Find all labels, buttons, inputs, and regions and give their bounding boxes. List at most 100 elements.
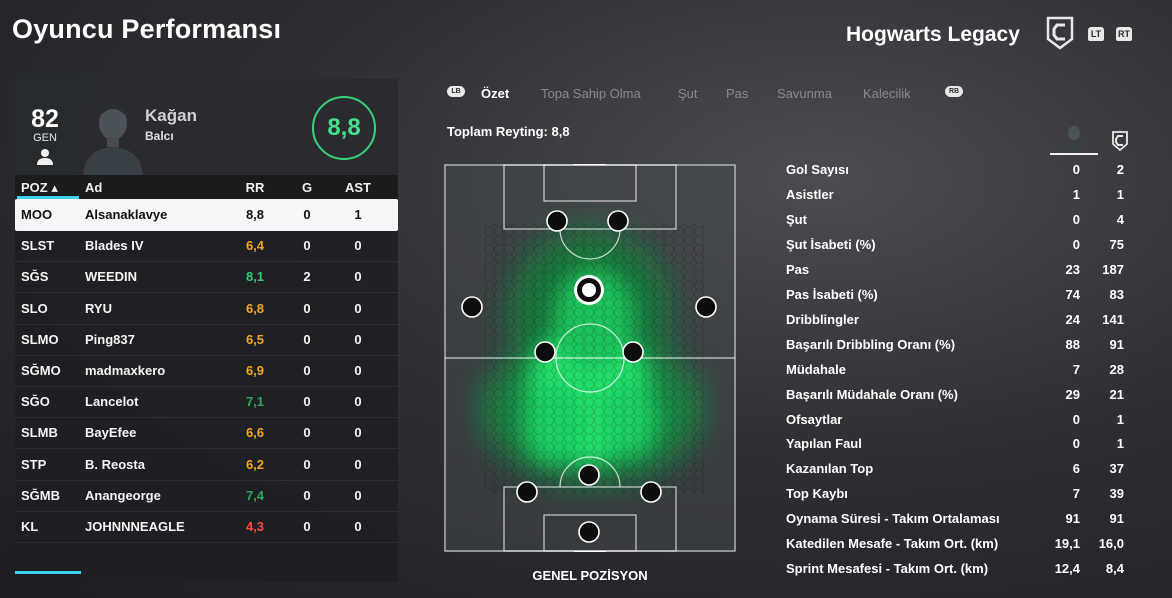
lb-button-hint[interactable]: LB	[447, 86, 465, 97]
stat-player-value: 12,4	[1054, 561, 1080, 577]
cell-rating: 6,6	[245, 425, 265, 441]
table-row[interactable]: SĞMB Anangeorge 7,4 0 0	[15, 480, 398, 512]
table-row[interactable]: SLMO Ping837 6,5 0 0	[15, 324, 398, 356]
lt-button-hint[interactable]: LT	[1088, 27, 1104, 41]
stat-team-value: 39	[1109, 486, 1124, 502]
stat-label: Asistler	[786, 186, 834, 202]
stat-team-value: 1	[1116, 186, 1124, 202]
tab-topa-sahip-olma[interactable]: Topa Sahip Olma	[541, 86, 641, 101]
stat-row: Yapılan Faul 0 1	[786, 436, 1126, 461]
cell-name: B. Reosta	[85, 456, 145, 472]
table-row[interactable]: SLMB BayEfee 6,6 0 0	[15, 417, 398, 450]
table-row[interactable]: SĞS WEEDIN 8,1 2 0	[15, 261, 398, 294]
stat-player-value: 29	[1065, 386, 1080, 402]
tab-kalecilik[interactable]: Kalecilik	[863, 86, 911, 101]
rt-button-hint[interactable]: RT	[1116, 27, 1132, 41]
header-pos[interactable]: POZ ▴	[21, 180, 58, 195]
table-row[interactable]: SLST Blades IV 6,4 0 0	[15, 230, 398, 263]
teammate-marker	[546, 210, 568, 232]
table-row[interactable]: SLO RYU 6,8 0 0	[15, 293, 398, 325]
stat-player-value: 0	[1072, 162, 1080, 177]
stat-player-value: 88	[1065, 336, 1080, 352]
stat-row: Kazanılan Top 6 37	[786, 461, 1126, 486]
team-name: Hogwarts Legacy	[846, 23, 1020, 46]
tab-sut[interactable]: Şut	[678, 86, 698, 101]
stat-team-value: 141	[1102, 311, 1124, 327]
stat-label: Şut	[786, 211, 807, 227]
cell-goals: 0	[303, 363, 311, 378]
header-g[interactable]: G	[301, 180, 313, 195]
teammate-marker	[534, 341, 556, 363]
tab-pas[interactable]: Pas	[726, 86, 749, 101]
header-ast[interactable]: AST	[345, 180, 371, 195]
tab-savunma[interactable]: Savunma	[777, 86, 832, 101]
stat-label: Oynama Süresi - Takım Ortalaması	[786, 511, 1000, 527]
stat-player-value: 0	[1072, 211, 1080, 227]
stat-team-value: 37	[1109, 461, 1124, 477]
cell-rating: 6,4	[245, 238, 265, 254]
stat-player-value: 7	[1072, 486, 1080, 502]
cell-assists: 0	[354, 300, 362, 316]
cell-goals: 0	[303, 456, 311, 472]
stat-player-value: 0	[1072, 236, 1080, 252]
stat-row: Katedilen Mesafe - Takım Ort. (km) 19,1 16…	[786, 536, 1126, 561]
table-row[interactable]: STP B. Reosta 6,2 0 0	[15, 449, 398, 481]
table-header: POZ ▴ Ad RR G AST	[15, 175, 398, 199]
rb-button-hint[interactable]: RB	[945, 86, 963, 97]
scroll-indicator[interactable]	[15, 571, 81, 574]
cell-name: JOHNNNEAGLE	[85, 519, 185, 534]
profile-icon	[36, 148, 54, 166]
tab-ozet[interactable]: Özet	[481, 86, 510, 101]
cell-name: Alsanaklavye	[85, 207, 168, 222]
teammate-marker	[622, 341, 644, 363]
stat-label: Başarılı Müdahale Oranı (%)	[786, 386, 958, 402]
stat-player-value: 6	[1072, 461, 1080, 477]
cell-name: WEEDIN	[85, 269, 137, 285]
stat-row: Top Kaybı 7 39	[786, 486, 1126, 511]
stat-label: Top Kaybı	[786, 486, 848, 502]
cell-assists: 0	[354, 238, 362, 254]
stat-player-value: 23	[1065, 261, 1080, 277]
teammate-marker	[578, 521, 600, 543]
pitch-heatmap	[444, 162, 736, 554]
cell-pos: STP	[21, 456, 47, 472]
cell-assists: 0	[354, 363, 362, 378]
cell-pos: SLMO	[21, 331, 59, 347]
cell-pos: SLO	[21, 300, 48, 316]
table-row[interactable]: SĞO Lancelot 7,1 0 0	[15, 386, 398, 419]
header-name[interactable]: Ad	[85, 180, 103, 195]
table-row[interactable]: SĞMO madmaxkero 6,9 0 0	[15, 355, 398, 387]
cell-goals: 0	[303, 394, 311, 410]
stat-label: Şut İsabeti (%)	[786, 236, 876, 252]
player-column-icon	[1062, 124, 1086, 152]
player-list-panel: 82 GEN Kağan Balcı 8,8 POZ ▴ Ad RR G AST…	[15, 79, 398, 582]
cell-goals: 0	[303, 331, 311, 347]
cell-pos: MOO	[21, 207, 53, 222]
cell-assists: 0	[354, 331, 362, 347]
header-rr[interactable]: RR	[245, 180, 265, 195]
cell-assists: 0	[354, 269, 362, 285]
teammate-marker	[516, 481, 538, 503]
stat-label: Sprint Mesafesi - Takım Ort. (km)	[786, 561, 989, 577]
pitch-caption: GENEL POZİSYON	[532, 568, 648, 583]
teammate-marker	[695, 296, 717, 318]
stat-row: Pas 23 187	[786, 262, 1126, 287]
stat-player-value: 91	[1065, 511, 1080, 527]
cell-rating: 6,9	[245, 363, 265, 378]
stat-row: Şut 0 4	[786, 212, 1126, 237]
table-row[interactable]: MOO Alsanaklavye 8,8 0 1	[15, 199, 398, 231]
table-row[interactable]: KL JOHNNNEAGLE 4,3 0 0	[15, 511, 398, 543]
stat-label: Katedilen Mesafe - Takım Ort. (km)	[786, 536, 999, 552]
cell-rating: 4,3	[245, 519, 265, 534]
stat-player-value: 1	[1072, 186, 1080, 202]
overall-label: GEN	[33, 132, 57, 144]
stat-label: Müdahale	[786, 361, 846, 377]
club-badge-icon	[1045, 15, 1075, 51]
stat-row: Asistler 1 1	[786, 187, 1126, 212]
player-card: 82 GEN Kağan Balcı 8,8	[15, 79, 398, 175]
stat-label: Yapılan Faul	[786, 436, 862, 452]
stat-team-value: 28	[1109, 361, 1124, 377]
stat-label: Kazanılan Top	[786, 461, 874, 477]
stat-team-value: 83	[1109, 286, 1124, 302]
cell-goals: 0	[303, 425, 311, 441]
